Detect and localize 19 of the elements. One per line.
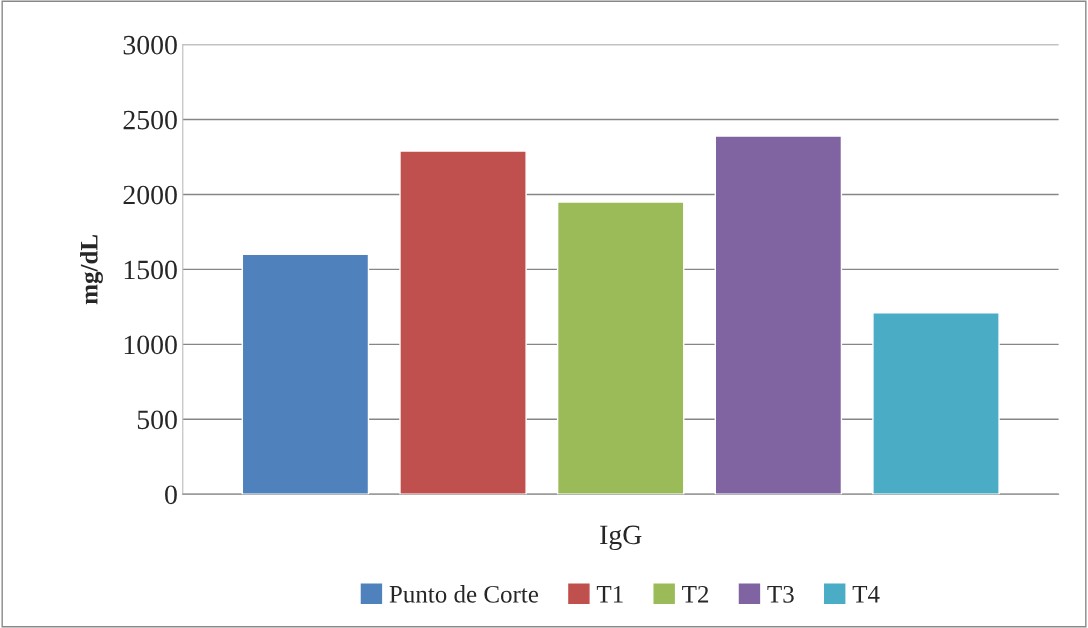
bar (714, 135, 843, 495)
y-axis-title: mg/dL (80, 235, 103, 305)
y-tick-label: 500 (137, 410, 177, 430)
y-tick-label: 3000 (123, 35, 177, 55)
y-tick-label: 1000 (124, 335, 177, 355)
y-tick-label: 2000 (123, 185, 177, 205)
bar (399, 150, 527, 495)
legend-label: T1 (596, 585, 623, 603)
x-tick-label: IgG (600, 525, 642, 550)
bar (872, 312, 1000, 495)
legend-label: T3 (767, 585, 794, 603)
legend-label: T4 (852, 585, 880, 603)
bar (241, 253, 370, 495)
y-tick-label: 1500 (124, 260, 177, 280)
y-tick-label: 2500 (123, 110, 177, 130)
legend-label: T2 (682, 585, 709, 603)
y-tick-label: 0 (165, 485, 177, 505)
bar (556, 201, 685, 495)
legend-label: Punto de Corte (389, 585, 539, 603)
